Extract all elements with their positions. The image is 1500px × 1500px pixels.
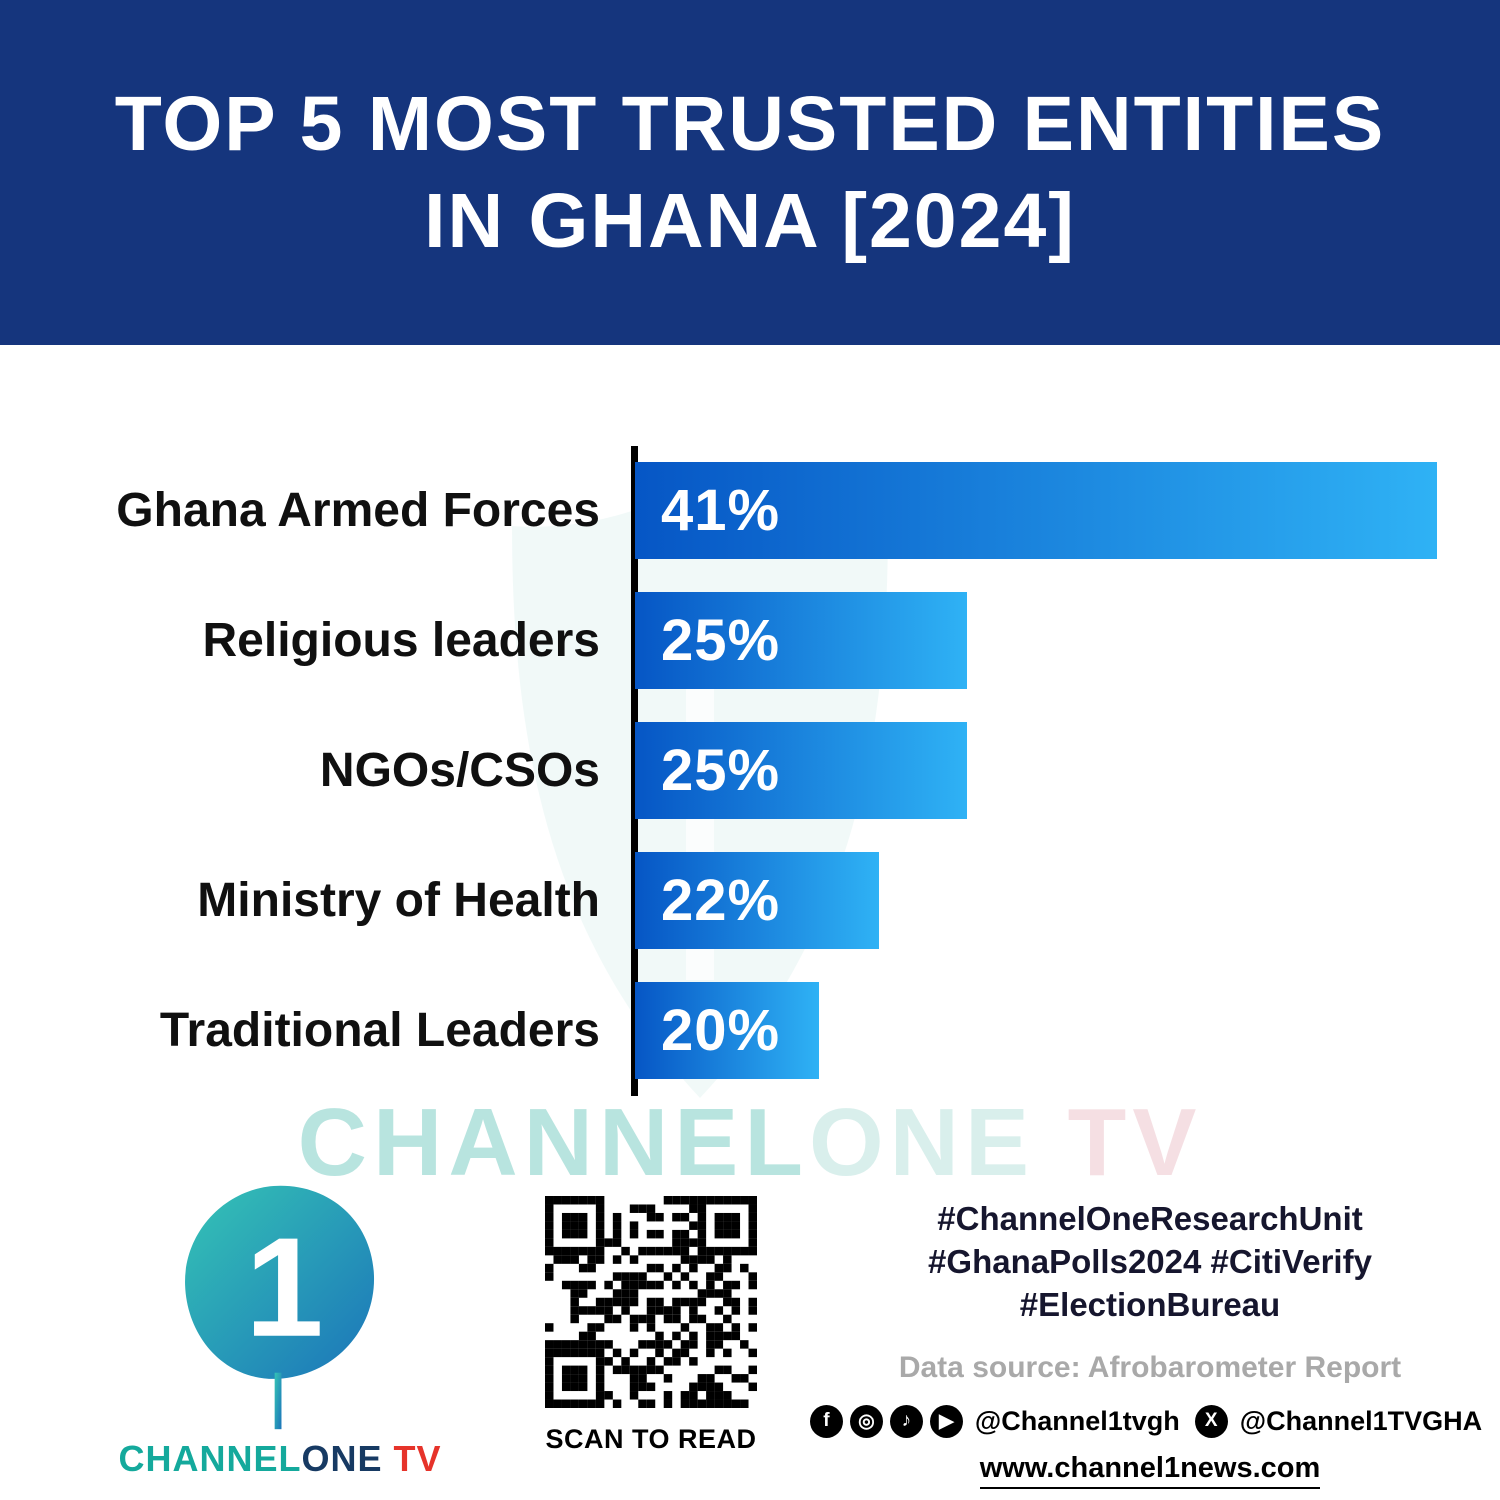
social-handle-x: @Channel1TVGHA <box>1239 1405 1483 1436</box>
bar-track: 25% <box>635 722 1437 819</box>
category-label: Religious leaders <box>202 614 600 667</box>
x-icon: X <box>1194 1404 1228 1438</box>
bar-chart: Ghana Armed Forces 41% Religious leaders… <box>0 446 1500 1096</box>
bar-value-label: 22% <box>661 868 781 933</box>
bar: 25% <box>635 592 968 689</box>
logo-numeral-1: 1 <box>245 1208 324 1366</box>
bar: 25% <box>635 722 968 819</box>
channel-one-logo-block: 1 CHANNELONE TV <box>110 1178 450 1480</box>
bar: 20% <box>635 982 819 1079</box>
bar-row: Religious leaders 25% <box>0 592 1500 689</box>
bar: 41% <box>635 462 1437 559</box>
website-url: www.channel1news.com <box>979 1452 1321 1489</box>
hashtag-line-2: #GhanaPolls2024 #CitiVerify <box>928 1242 1372 1280</box>
bar-value-label: 25% <box>661 608 781 673</box>
hashtag-line-3: #ElectionBureau <box>1019 1285 1281 1323</box>
watermark-tv: TV <box>1035 1089 1203 1196</box>
y-axis-line <box>631 446 638 1096</box>
facebook-icon: f <box>809 1404 843 1438</box>
category-label: Ghana Armed Forces <box>116 484 600 537</box>
channel-one-watermark: CHANNELONE TV <box>0 1088 1500 1198</box>
watermark-channel: CHANNEL <box>297 1089 809 1196</box>
social-handle-main: @Channel1tvgh <box>974 1405 1180 1436</box>
page-title-line-1: TOP 5 MOST TRUSTED ENTITIES <box>114 81 1386 168</box>
category-label: Ministry of Health <box>197 874 600 927</box>
hashtag-line-1: #ChannelOneResearchUnit <box>937 1200 1363 1237</box>
bar-track: 20% <box>635 982 1437 1079</box>
bar-row: NGOs/CSOs 25% <box>0 722 1500 819</box>
header-banner: TOP 5 MOST TRUSTED ENTITIES IN GHANA [20… <box>0 0 1500 345</box>
tiktok-icon: ♪ <box>889 1404 923 1438</box>
social-row: f ◎ ♪ ▶ @Channel1tvgh X @Channel1TVGHA <box>809 1404 1482 1438</box>
qr-block: SCAN TO READ <box>543 1196 759 1455</box>
watermark-one: ONE <box>808 1089 1035 1196</box>
channel-one-logo: 1 <box>184 1185 374 1430</box>
qr-caption: SCAN TO READ <box>545 1424 757 1454</box>
bar-track: 41% <box>635 462 1437 559</box>
bar: 22% <box>635 852 879 949</box>
bar-value-label: 20% <box>661 998 781 1063</box>
category-label: NGOs/CSOs <box>319 744 600 797</box>
footer-info-block: #ChannelOneResearchUnit #GhanaPolls2024 … <box>809 1198 1482 1489</box>
instagram-icon: ◎ <box>849 1404 883 1438</box>
category-label: Traditional Leaders <box>159 1004 600 1057</box>
wordmark-one: ONE <box>301 1438 383 1479</box>
bar-row: Traditional Leaders 20% <box>0 982 1500 1079</box>
bar-value-label: 41% <box>661 478 781 543</box>
bar-row: Ministry of Health 22% <box>0 852 1500 949</box>
bar-track: 25% <box>635 592 1437 689</box>
wordmark-channel: CHANNEL <box>118 1438 302 1479</box>
bar-track: 22% <box>635 852 1437 949</box>
youtube-icon: ▶ <box>929 1404 963 1438</box>
qr-code <box>545 1196 757 1408</box>
bar-value-label: 25% <box>661 738 781 803</box>
wordmark-tv: TV <box>382 1438 442 1479</box>
bar-row: Ghana Armed Forces 41% <box>0 462 1500 559</box>
channel-one-wordmark: CHANNELONE TV <box>110 1438 450 1480</box>
data-source: Data source: Afrobarometer Report <box>898 1350 1402 1384</box>
page-title-line-2: IN GHANA [2024] <box>424 177 1076 264</box>
